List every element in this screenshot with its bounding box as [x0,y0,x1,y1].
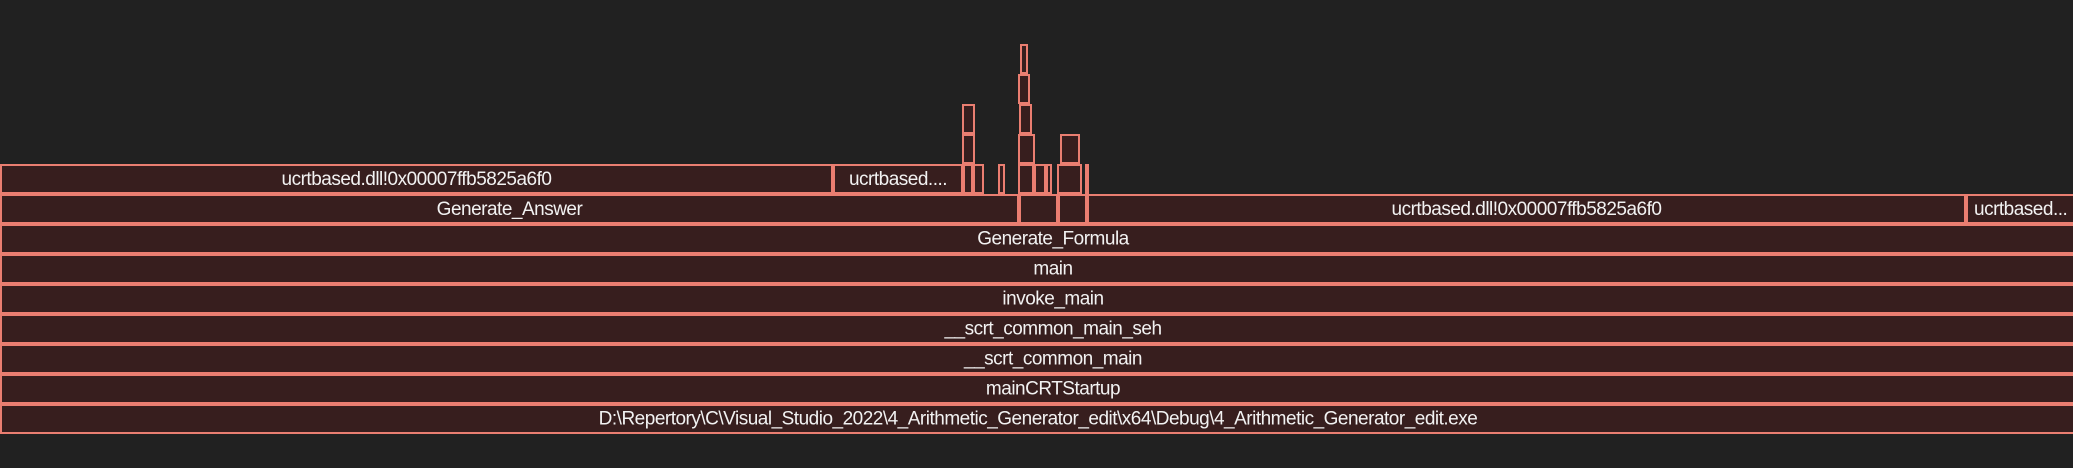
flame-frame[interactable] [1020,44,1028,74]
flame-frame[interactable]: mainCRTStartup [0,374,2073,404]
flame-frame[interactable]: __scrt_common_main [0,344,2073,374]
flame-frame-label: Generate_Formula [977,228,1129,250]
flame-frame[interactable]: ucrtbased.dll!0x00007ffb5825a6f0 [1087,194,1966,224]
flame-frame[interactable]: Generate_Answer [0,194,1019,224]
flame-frame-label: D:\Repertory\C\Visual_Studio_2022\4_Arit… [598,408,1478,430]
flame-frame-label: main [1033,258,1073,280]
flame-frame[interactable] [963,164,973,194]
flame-frame-label: ucrtbased... [1974,198,2068,220]
flame-frame[interactable]: ucrtbased.... [833,164,963,194]
flame-frame-label: mainCRTStartup [985,378,1121,400]
flame-frame[interactable]: ucrtbased... [1966,194,2073,224]
flame-frame[interactable] [1034,164,1046,194]
flame-frame[interactable] [998,164,1005,194]
flame-frame-label: __scrt_common_main [964,348,1142,370]
flame-frame[interactable] [962,134,975,164]
flame-frame[interactable] [1060,134,1080,164]
flame-frame[interactable] [1018,134,1035,164]
flame-frame-label: ucrtbased.... [848,168,948,190]
flame-frame[interactable]: ucrtbased.dll!0x00007ffb5825a6f0 [0,164,833,194]
flame-frame[interactable]: main [0,254,2073,284]
flame-frame[interactable] [1019,104,1032,134]
flame-frame-label: invoke_main [1002,288,1104,310]
flame-frame[interactable] [1085,164,1089,194]
flame-frame[interactable] [1058,194,1087,224]
flame-frame[interactable] [1018,74,1030,104]
flame-frame[interactable]: __scrt_common_main_seh [0,314,2073,344]
flame-frame[interactable] [1046,164,1052,194]
flame-frame[interactable] [1018,164,1034,194]
flame-frame[interactable] [1057,164,1082,194]
flame-frame-label: __scrt_common_main_seh [944,318,1162,340]
flame-frame[interactable]: invoke_main [0,284,2073,314]
flame-frame[interactable] [1019,194,1058,224]
flame-frame[interactable] [962,104,975,134]
flame-frame[interactable]: D:\Repertory\C\Visual_Studio_2022\4_Arit… [0,404,2073,434]
flame-frame-label: ucrtbased.dll!0x00007ffb5825a6f0 [281,168,552,190]
flame-frame-label: ucrtbased.dll!0x00007ffb5825a6f0 [1391,198,1662,220]
flame-frame[interactable] [973,164,984,194]
flame-frame[interactable]: Generate_Formula [0,224,2073,254]
flame-frame-label: Generate_Answer [436,198,583,220]
